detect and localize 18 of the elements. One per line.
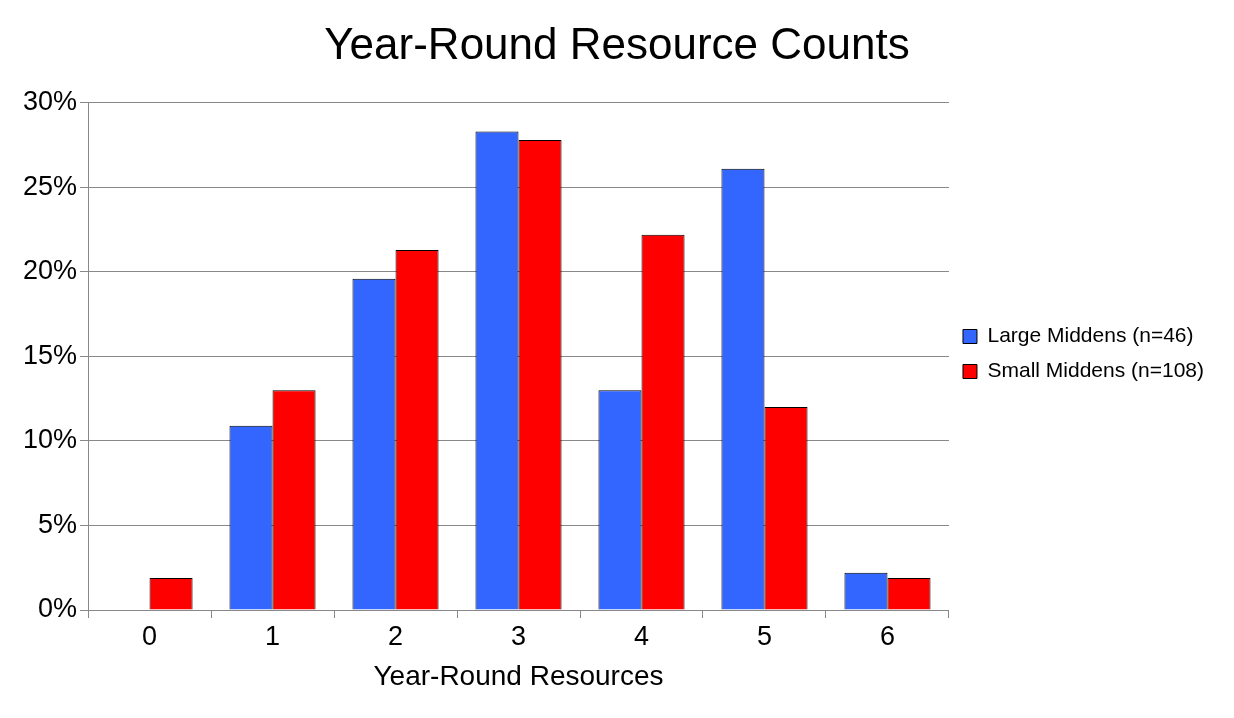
x-tick-label: 3	[510, 620, 527, 651]
x-tick-label: 4	[633, 620, 650, 651]
legend-label: Small Middens (n=108)	[987, 358, 1205, 382]
y-tick-label: 25%	[22, 170, 78, 201]
legend-label: Large Middens (n=46)	[987, 323, 1194, 347]
x-tick-label: 2	[388, 620, 404, 651]
y-tick-label: 15%	[22, 339, 78, 370]
x-tick-label: 0	[142, 620, 158, 651]
y-tick-label: 30%	[22, 86, 78, 117]
y-tick-label: 20%	[22, 255, 78, 286]
y-tick-label: 0%	[38, 593, 78, 624]
chart-title: Year-Round Resource Counts	[324, 18, 910, 68]
x-tick-label: 5	[756, 620, 773, 651]
y-tick-label: 10%	[22, 424, 78, 455]
x-axis-title: Year-Round Resources	[373, 659, 664, 691]
y-tick-label: 5%	[38, 508, 78, 539]
x-tick-label: 6	[879, 620, 895, 651]
x-tick-label: 1	[265, 620, 281, 651]
